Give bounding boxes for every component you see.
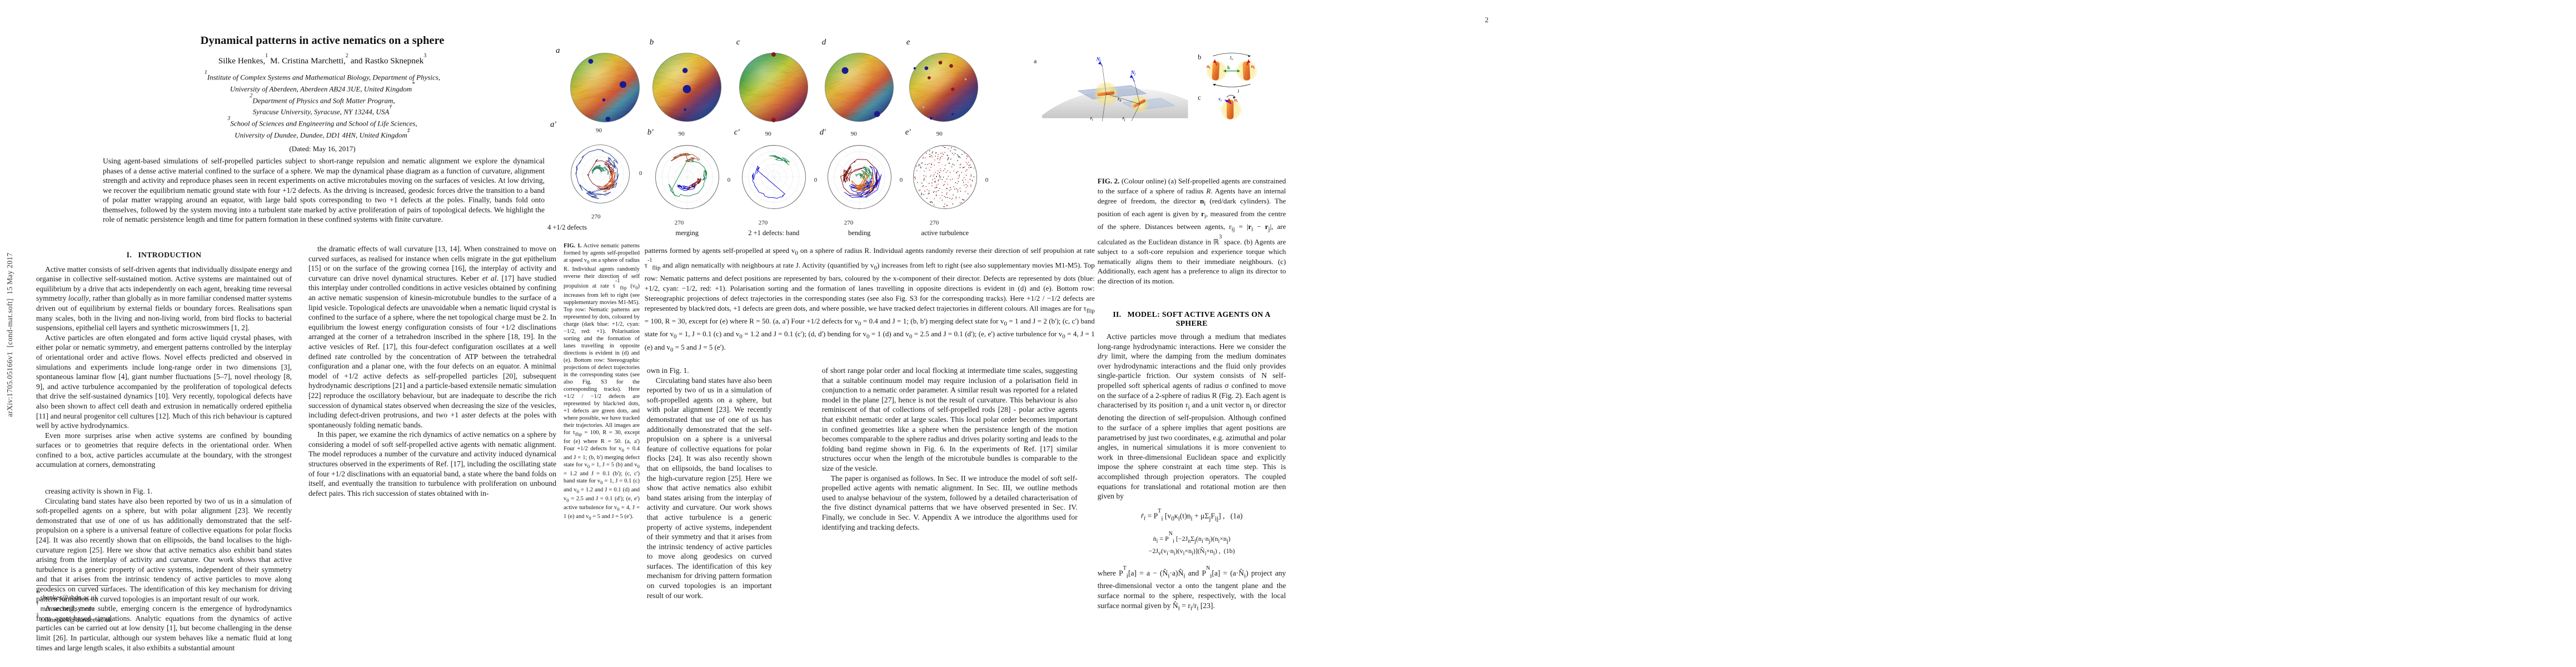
svg-text:ni: ni bbox=[1234, 97, 1238, 103]
svg-text:Nj: Nj bbox=[1130, 69, 1135, 76]
svg-text:a: a bbox=[1034, 57, 1037, 64]
svg-text:J: J bbox=[1237, 89, 1239, 94]
svg-text:Jn: Jn bbox=[1230, 55, 1233, 61]
svg-text:c: c bbox=[1198, 94, 1201, 102]
svg-text:Ni: Ni bbox=[1095, 57, 1101, 63]
svg-text:b: b bbox=[1198, 53, 1201, 61]
svg-text:vi: vi bbox=[1218, 96, 1222, 103]
svg-text:k: k bbox=[1227, 64, 1230, 70]
